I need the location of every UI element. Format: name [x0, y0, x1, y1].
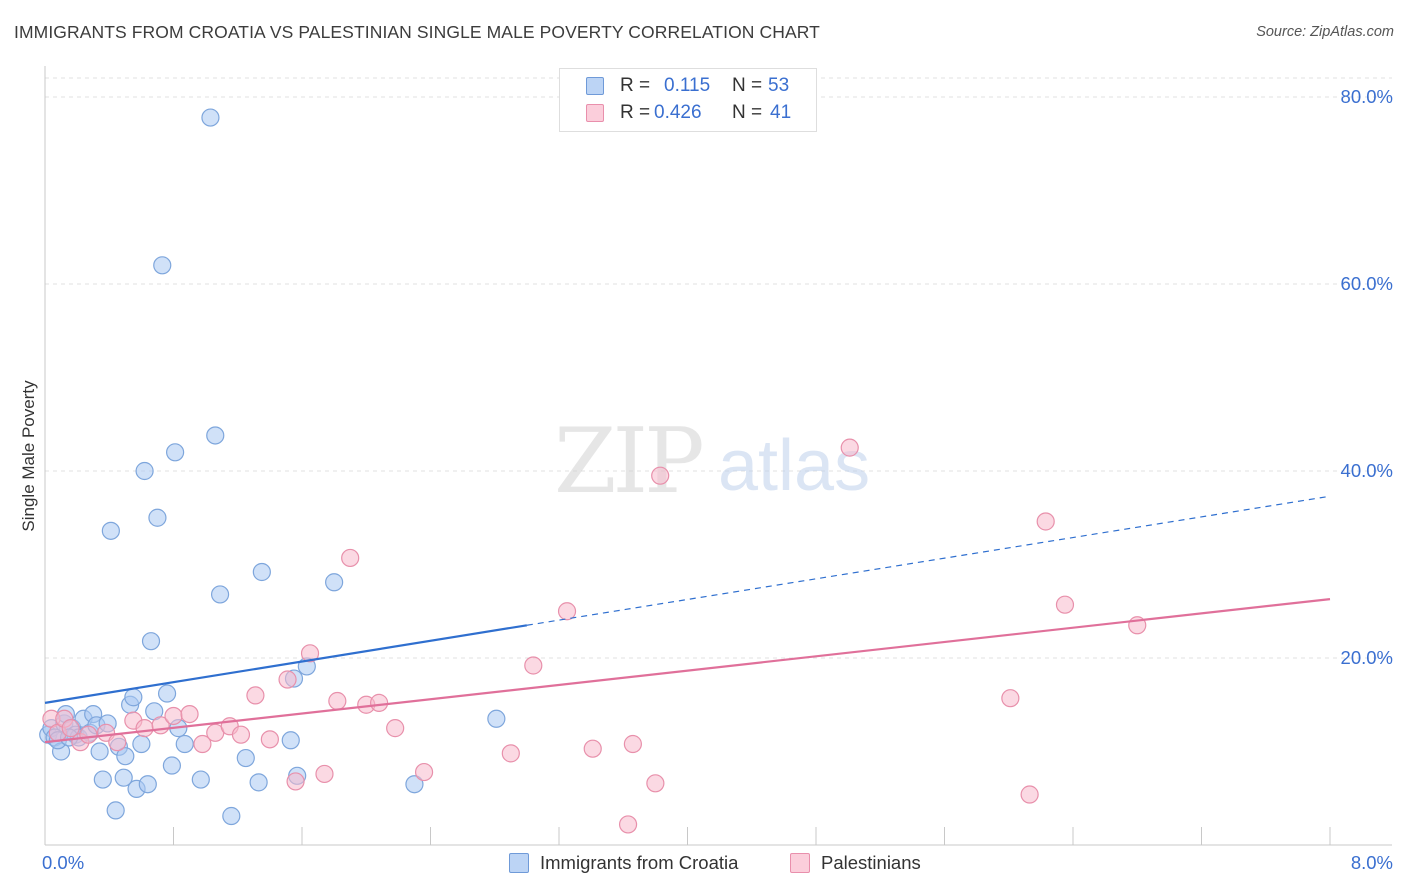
palestinian-point — [79, 725, 98, 744]
palestinian-point — [300, 644, 320, 663]
y-tick-label: 80.0% — [1341, 86, 1393, 107]
palestinian-point — [246, 686, 265, 705]
labels-layer: 20.0% 40.0% 60.0% 80.0% 0.0% 8.0% Single Male … — [19, 86, 1393, 873]
croatia-point — [114, 768, 133, 787]
y-tick-label: 40.0% — [1341, 460, 1393, 481]
points-layer — [39, 108, 1147, 834]
palestinian-point — [1020, 785, 1039, 804]
croatia-point — [141, 632, 161, 651]
palestinian-point — [135, 719, 154, 738]
croatia-point — [252, 562, 271, 582]
palestinian-point — [1001, 689, 1020, 708]
croatia-point — [210, 585, 230, 604]
legend-swatch-pink — [586, 104, 604, 122]
croatia-point — [236, 748, 255, 768]
palestinian-point — [315, 764, 334, 784]
croatia-point — [201, 108, 220, 127]
palestinian-point — [618, 815, 638, 834]
palestinian-point — [414, 762, 434, 782]
palestinian-point — [193, 734, 212, 754]
legend-label: Immigrants from Croatia — [540, 852, 739, 873]
croatia-point — [93, 770, 112, 789]
croatia-point — [206, 426, 225, 445]
croatia-point — [101, 521, 120, 540]
grid-layer — [45, 77, 1392, 659]
palestinian-point — [646, 774, 665, 793]
legend-label: Palestinians — [821, 852, 921, 873]
chart-title: IMMIGRANTS FROM CROATIA VS PALESTINIAN S… — [14, 22, 820, 42]
croatia-point — [116, 747, 135, 766]
trend-layer — [44, 495, 1331, 744]
legend-swatch-blue — [586, 77, 604, 95]
palestinian-point — [61, 719, 80, 738]
palestinian-point — [370, 693, 389, 712]
palestinian-point — [328, 691, 347, 711]
palestinian-point — [386, 719, 405, 738]
r-value: 0.426 — [654, 102, 702, 123]
watermark-zip: ZIP — [554, 409, 702, 514]
correlation-legend: R = 0.115 N = 53 R = 0.426 N = 41 — [559, 68, 817, 132]
palestinian-point — [501, 744, 520, 763]
croatia-point — [191, 770, 210, 789]
n-label: N = — [732, 75, 763, 96]
croatia-point — [325, 573, 344, 592]
palestinian-point — [164, 706, 183, 726]
palestinian-point — [1055, 595, 1075, 614]
n-label: N = — [732, 102, 763, 123]
x-tick-label: 8.0% — [1351, 852, 1393, 873]
palestinian-point — [260, 730, 279, 749]
palestinian-point — [286, 772, 305, 791]
r-value: 0.115 — [664, 75, 711, 96]
n-value: 41 — [770, 102, 792, 123]
y-tick-label: 20.0% — [1341, 647, 1393, 668]
croatia-point — [138, 775, 157, 794]
palestinian-point — [840, 438, 859, 457]
croatia-point — [175, 734, 194, 754]
croatia-trend-extension — [526, 495, 1331, 626]
croatia-point — [132, 734, 151, 754]
croatia-point — [124, 688, 143, 707]
palestinian-point — [651, 466, 670, 485]
x-tick-label: 0.0% — [42, 852, 84, 873]
r-label: R = — [620, 75, 651, 96]
legend-swatch-pink — [790, 853, 810, 873]
croatia-point — [157, 684, 177, 703]
palestinian-point — [557, 602, 577, 621]
watermark: ZIP atlas — [554, 409, 870, 514]
croatia-point — [135, 461, 154, 481]
r-label: R = — [620, 102, 651, 123]
palestinian-trend-line — [44, 598, 1331, 744]
croatia-point — [153, 256, 172, 275]
source-label: Source: ZipAtlas.com — [1256, 24, 1394, 40]
croatia-point — [487, 709, 506, 728]
palestinian-point — [231, 725, 251, 744]
croatia-point — [249, 773, 268, 792]
palestinian-point — [180, 704, 199, 724]
y-axis-label: Single Male Poverty — [19, 380, 38, 532]
palestinian-point — [1036, 512, 1055, 531]
croatia-point — [222, 806, 241, 826]
croatia-point — [90, 742, 109, 761]
n-value: 53 — [768, 75, 790, 96]
croatia-point — [405, 775, 424, 794]
watermark-atlas: atlas — [718, 426, 870, 506]
palestinian-point — [341, 548, 360, 568]
palestinian-point — [524, 656, 543, 675]
croatia-point — [148, 508, 167, 527]
croatia-trend-line — [44, 624, 528, 704]
croatia-point — [281, 731, 300, 750]
palestinian-point — [278, 670, 297, 689]
legend-swatch-blue — [509, 853, 529, 873]
croatia-point — [166, 443, 185, 462]
y-tick-label: 60.0% — [1341, 273, 1393, 294]
palestinian-point — [108, 733, 127, 752]
croatia-point — [106, 801, 125, 820]
palestinian-point — [623, 734, 642, 754]
palestinian-point — [583, 739, 602, 758]
croatia-point — [162, 756, 181, 775]
